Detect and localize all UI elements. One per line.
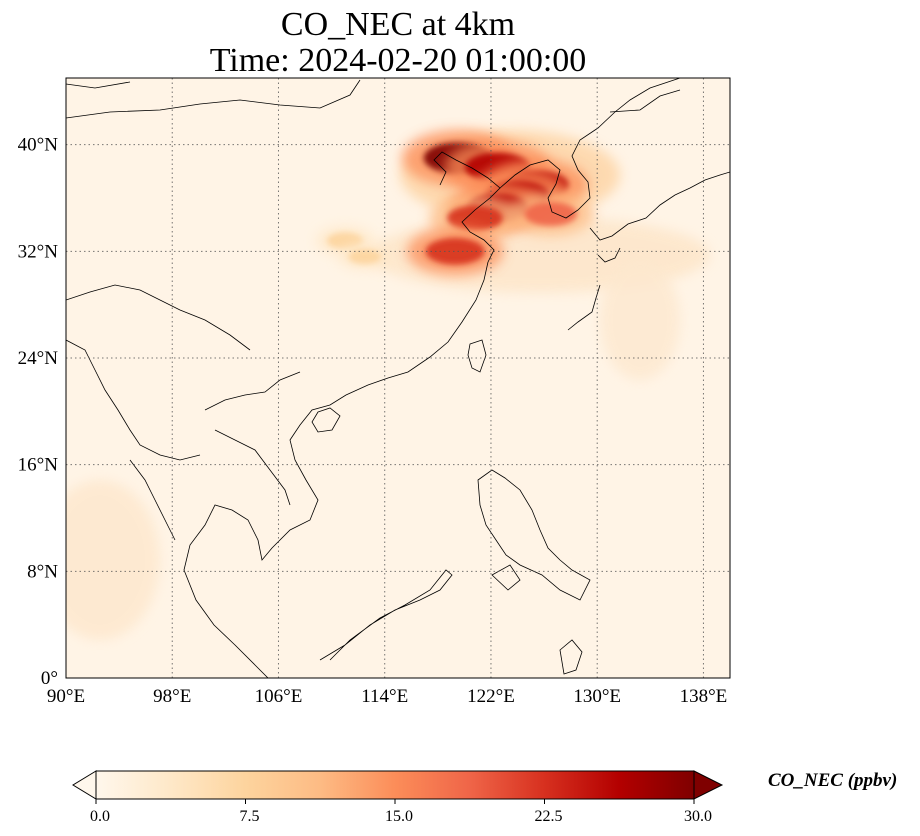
plume-core [524,202,578,226]
lon-tick-label: 138°E [680,686,728,707]
lat-tick-label: 40°N [18,135,59,156]
lon-tick-label: 98°E [153,686,191,707]
gridlines [66,78,730,678]
colorbar: 0.0 7.5 15.0 22.5 30.0 [72,770,724,825]
lat-tick-label: 16°N [18,455,59,476]
lon-tick-label: 106°E [255,686,303,707]
map-frame [65,77,731,679]
lat-tick-label: 8°N [27,561,58,582]
coastlines [66,78,730,678]
colorbar-tick-label: 7.5 [240,808,260,825]
colorbar-tick-label: 22.5 [535,808,563,825]
lon-tick-label: 130°E [573,686,621,707]
map-subtitle-time: Time: 2024-02-20 01:00:00 [209,42,587,79]
colorbar-tick-label: 0.0 [90,808,110,825]
lat-tick-label: 0° [41,668,58,689]
haze-region [600,260,680,380]
plume-core [447,205,503,231]
map-panel [66,78,730,678]
lon-tick-labels: 90°E 98°E 106°E 114°E 122°E 130°E 138°E [47,686,727,707]
co-plume-layer [315,130,594,276]
colorbar-label: CO_NEC (ppbv) [768,770,898,791]
colorbar-extend-min [72,770,97,800]
colorbar-tick-label: 30.0 [684,808,712,825]
lat-tick-label: 24°N [18,348,59,369]
lon-tick-label: 90°E [47,686,85,707]
lon-tick-label: 122°E [467,686,515,707]
colorbar-extend-max [693,770,724,800]
lat-tick-label: 32°N [18,241,59,262]
map-title: CO_NEC at 4km [280,6,516,43]
lat-tick-labels: 0° 8°N 16°N 24°N 32°N 40°N [18,135,59,689]
plume-core [425,237,485,265]
lon-tick-label: 114°E [361,686,408,707]
colorbar-gradient [95,770,695,800]
colorbar-tick-label: 15.0 [385,808,413,825]
plume-core [348,249,382,265]
colorbar-ticks: 0.0 7.5 15.0 22.5 30.0 [90,799,712,825]
haze-region [66,480,160,640]
